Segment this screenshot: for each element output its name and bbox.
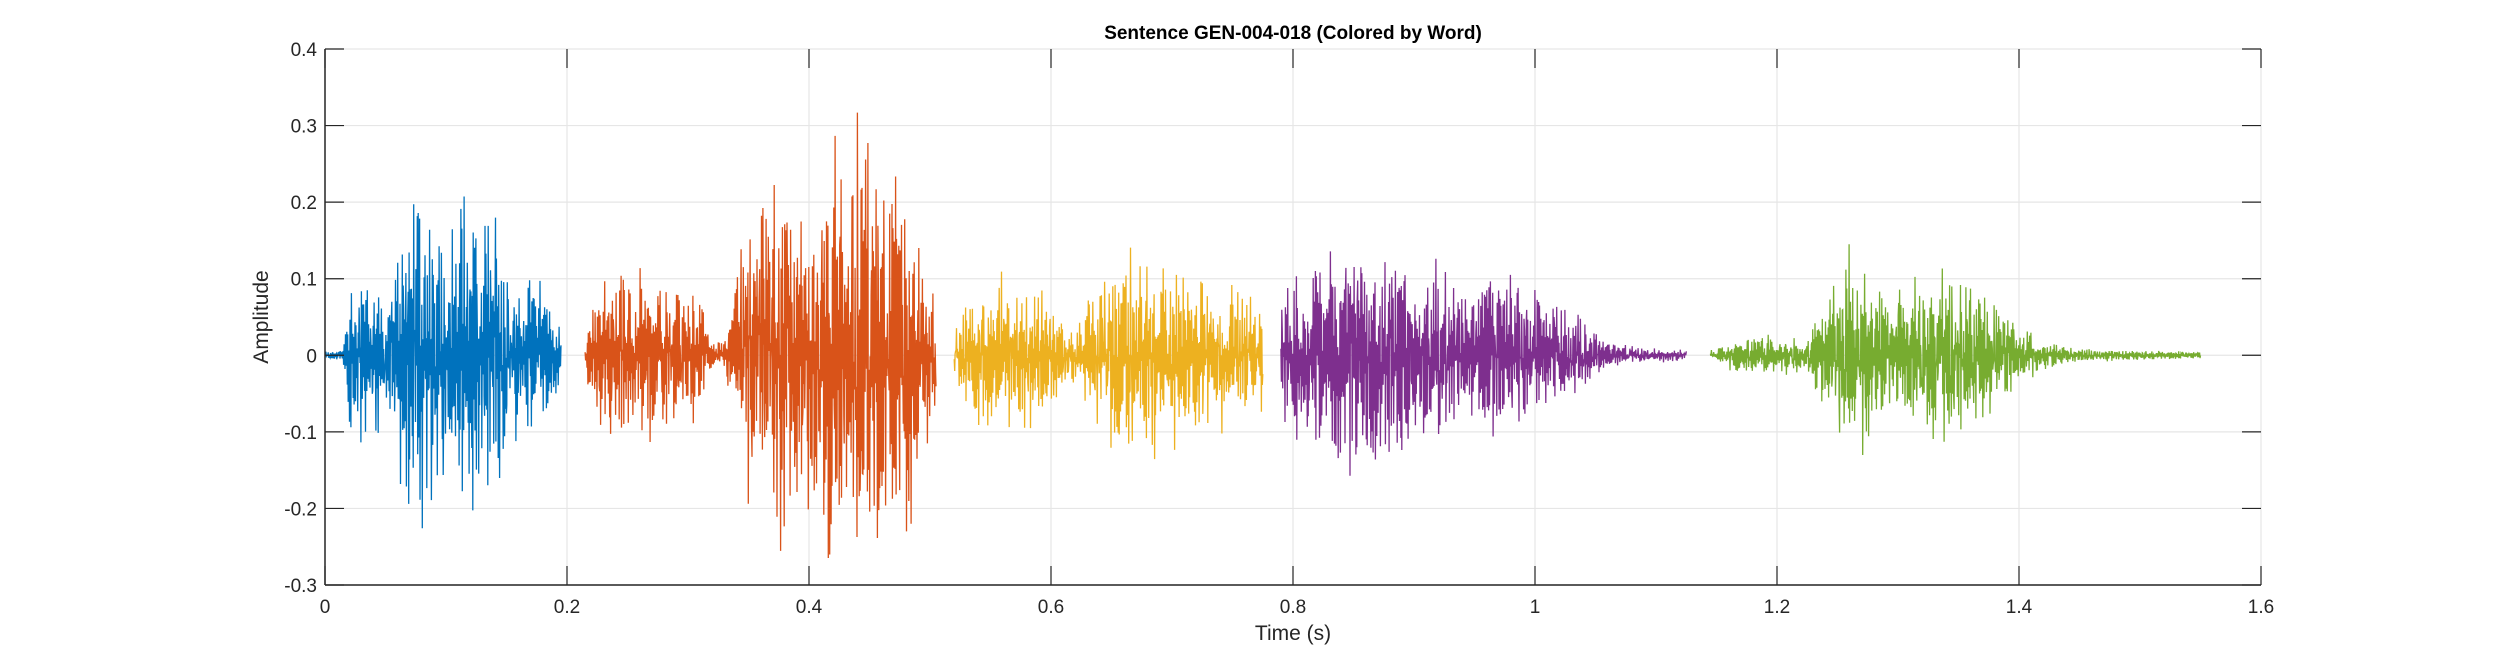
waveform-series: [324, 112, 2202, 559]
x-tick-label: 0.4: [796, 597, 823, 618]
x-tick-label: 0: [320, 597, 331, 618]
x-tick-label: 1.4: [2006, 597, 2033, 618]
x-tick-label: 1: [1530, 597, 1541, 618]
x-axis-label: Time (s): [1255, 622, 1331, 645]
series-word-3: [953, 247, 1264, 460]
y-tick-label: 0.4: [291, 40, 318, 61]
x-tick-label: 0.8: [1280, 597, 1306, 618]
series-word-5: [1709, 244, 2202, 456]
y-tick-label: 0.3: [291, 117, 317, 138]
series-word-4: [1280, 251, 1687, 476]
y-tick-label: -0.3: [284, 576, 317, 597]
y-tick-label: -0.1: [284, 423, 317, 444]
x-tick-label: 0.6: [1038, 597, 1064, 618]
x-tick-label: 0.2: [554, 597, 580, 618]
chart-title: Sentence GEN-004-018 (Colored by Word): [1104, 23, 1482, 44]
y-tick-label: 0.2: [291, 193, 317, 214]
x-tick-label: 1.6: [2248, 597, 2274, 618]
axes: 0 0.2 0.4 0.6 0.8 1 1.2 1.4 1.6 -0.3 -0.2 -0.1 0 0.1 0…: [284, 40, 2274, 618]
y-tick-label: 0: [306, 346, 317, 367]
series-word-2: [584, 112, 937, 559]
y-tick-label: 0.1: [291, 270, 317, 291]
y-axis-label: Amplitude: [250, 270, 273, 363]
x-tick-label: 1.2: [1764, 597, 1790, 618]
y-tick-label: -0.2: [284, 499, 317, 520]
series-word-1: [324, 196, 562, 529]
